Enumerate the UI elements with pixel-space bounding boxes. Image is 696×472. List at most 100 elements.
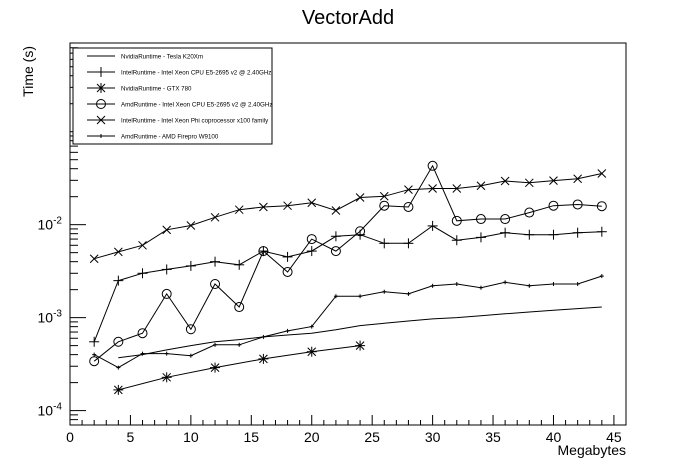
circle-marker: [596, 201, 607, 212]
y-tick-label: 10-2: [38, 216, 63, 233]
circle-marker: [548, 200, 559, 211]
dot-marker: [237, 342, 242, 347]
legend-label: IntelRuntime - Intel Xeon CPU E5-2695 v2…: [121, 70, 271, 77]
x-tick-label: 45: [606, 429, 622, 445]
dot-marker: [92, 352, 97, 357]
star-marker: [355, 340, 366, 351]
dot-marker: [406, 291, 411, 296]
data-point: [89, 356, 100, 367]
data-point: [185, 260, 196, 271]
data-point: [524, 229, 535, 240]
circle-marker: [234, 302, 245, 313]
dot-marker: [454, 282, 459, 287]
data-point: [500, 214, 511, 225]
circle-marker: [161, 288, 172, 299]
data-point: [572, 227, 583, 238]
data-point: [116, 365, 121, 370]
dot-marker: [140, 351, 145, 356]
data-point: [234, 302, 245, 313]
data-point: [572, 199, 583, 210]
data-point: [113, 384, 124, 395]
data-point: [427, 160, 438, 171]
cross-marker: [573, 174, 583, 184]
data-point: [596, 226, 607, 237]
star-marker: [161, 372, 172, 383]
data-point: [210, 256, 221, 267]
circle-marker: [572, 199, 583, 210]
data-point: [451, 235, 462, 246]
data-point: [404, 185, 413, 195]
data-point: [285, 328, 290, 333]
series-1: [118, 306, 602, 359]
data-point: [476, 181, 486, 191]
plus-marker: [427, 220, 438, 231]
data-point: [358, 294, 363, 299]
dot-marker: [285, 328, 290, 333]
circle-marker: [258, 246, 269, 257]
star-marker: [210, 362, 221, 373]
data-point: [283, 201, 292, 211]
plus-marker: [185, 260, 196, 271]
circle-marker: [96, 99, 106, 109]
dot-marker: [213, 342, 218, 347]
star-marker: [113, 384, 124, 395]
data-point: [210, 212, 220, 222]
x-tick-label: 20: [304, 429, 320, 445]
data-point: [164, 351, 169, 356]
dot-marker: [309, 324, 314, 329]
data-point: [454, 282, 459, 287]
cross-marker: [476, 181, 486, 191]
cross-marker: [96, 115, 106, 125]
data-point: [549, 176, 558, 185]
x-tick-label: 0: [66, 429, 74, 445]
series-6: [92, 274, 604, 370]
data-point: [138, 240, 147, 250]
dot-marker: [527, 283, 532, 288]
series-line: [93, 225, 602, 342]
plus-marker: [475, 232, 486, 243]
data-point: [89, 254, 99, 264]
circle-marker: [427, 160, 438, 171]
data-point: [427, 220, 438, 231]
data-point: [406, 291, 411, 296]
data-point: [258, 246, 269, 257]
data-point: [261, 334, 266, 339]
cross-marker: [331, 206, 341, 215]
cross-marker: [404, 185, 413, 195]
data-point: [258, 353, 269, 364]
plus-marker: [113, 275, 124, 286]
cross-marker: [162, 225, 172, 235]
series-line: [118, 306, 602, 359]
data-point: [355, 340, 366, 351]
legend-entry: IntelRuntime - Intel Xeon CPU E5-2695 v2…: [87, 67, 271, 77]
data-point: [113, 336, 124, 347]
plus-marker: [89, 336, 100, 347]
data-point: [306, 234, 317, 245]
cross-marker: [379, 191, 389, 201]
y-tick-label: 10-4: [38, 402, 63, 419]
data-point: [162, 225, 172, 235]
data-point: [234, 259, 245, 270]
data-point: [330, 231, 341, 242]
plus-marker: [596, 226, 607, 237]
data-point: [379, 200, 390, 211]
data-point: [307, 198, 317, 208]
circle-marker: [500, 214, 511, 225]
data-point: [333, 294, 338, 299]
data-point: [403, 201, 414, 212]
data-point: [331, 206, 341, 215]
dot-marker: [116, 365, 121, 370]
star-marker: [306, 346, 317, 357]
data-point: [213, 342, 218, 347]
cross-marker: [500, 176, 510, 186]
plus-marker: [524, 229, 535, 240]
circle-marker: [210, 279, 221, 290]
data-point: [355, 193, 365, 202]
plus-marker: [137, 268, 148, 279]
dot-marker: [333, 294, 338, 299]
data-point: [355, 226, 366, 237]
series-line: [93, 164, 602, 362]
series-2: [89, 220, 607, 347]
legend-label: AmdRuntime - Intel Xeon CPU E5-2695 v2 @…: [121, 102, 272, 109]
